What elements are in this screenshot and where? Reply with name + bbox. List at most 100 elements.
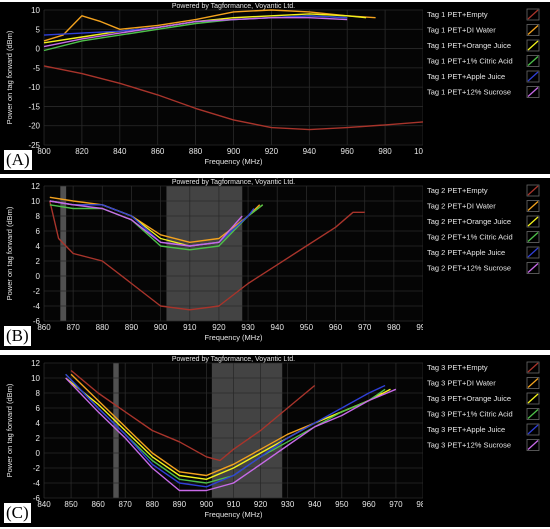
legend-label: Tag 3 PET+12% Sucrose (427, 441, 511, 450)
legend-label: Tag 3 PET+Orange Juice (427, 394, 511, 403)
y-tick-label: 2 (36, 257, 41, 266)
x-axis-label: Frequency (MHz) (205, 333, 263, 342)
chart-a: 80082084086088090092094096098010001050-5… (0, 2, 550, 174)
y-tick-label: 10 (31, 6, 40, 15)
legend-swatch-line (527, 40, 539, 51)
legend-label: Tag 2 PET+Apple Juice (427, 248, 505, 257)
x-axis-label: Frequency (MHz) (205, 157, 263, 166)
y-tick-label: 10 (31, 374, 40, 383)
x-tick-label: 900 (154, 323, 168, 332)
x-tick-label: 970 (389, 500, 403, 509)
chart-panel-b: 8608708808909009109209309409509609709809… (0, 178, 550, 350)
x-tick-label: 910 (183, 323, 197, 332)
x-tick-label: 930 (241, 323, 255, 332)
chart-c: 840 850 860 870 880 890 900 910 920 930 940 950 960 9… (0, 355, 550, 527)
panel-label-a: (A) (4, 150, 32, 170)
x-tick-label: 930 (281, 500, 295, 509)
chart-title: Powered by Tagformance, Voyantic Ltd. (172, 3, 295, 10)
x-tick-label: 860 (37, 323, 51, 332)
series-line (43, 16, 348, 48)
legend-label: Tag 2 PET+Orange Juice (427, 217, 511, 226)
y-axis-label: Power on tag forward (dBm) (5, 30, 14, 124)
y-tick-label: 8 (36, 212, 41, 221)
y-tick-label: -25 (28, 141, 40, 150)
y-tick-label: -2 (33, 464, 41, 473)
x-tick-label: 890 (173, 500, 187, 509)
x-tick-label: 920 (254, 500, 268, 509)
x-axis-label: Frequency (MHz) (205, 510, 263, 519)
chart-panel-a: 80082084086088090092094096098010001050-5… (0, 2, 550, 174)
y-tick-label: -6 (33, 317, 41, 326)
legend-label: Tag 3 PET+Apple Juice (427, 425, 505, 434)
chart-title: Powered by Tagformance, Voyantic Ltd. (172, 356, 295, 363)
legend-label: Tag 2 PET+1% Citric Acid (427, 233, 513, 242)
series-line (49, 200, 365, 311)
y-tick-label: 0 (36, 449, 41, 458)
x-tick-label: 860 (91, 500, 105, 509)
x-tick-label: 940 (308, 500, 322, 509)
x-tick-label: 850 (64, 500, 78, 509)
legend-label: Tag 1 PET+Orange Juice (427, 41, 511, 50)
x-tick-label: 860 (151, 147, 165, 156)
x-tick-label: 880 (189, 147, 203, 156)
series-line (65, 377, 397, 492)
legend-label: Tag 1 PET+Apple Juice (427, 72, 505, 81)
y-tick-label: 10 (31, 197, 40, 206)
legend-label: Tag 1 PET+Empty (427, 10, 488, 19)
x-tick-label: 870 (66, 323, 80, 332)
series-line (49, 204, 264, 251)
legend-label: Tag 3 PET+Empty (427, 363, 488, 372)
legend-swatch-line (527, 201, 539, 211)
y-axis-label: Power on tag forward (dBm) (5, 383, 14, 477)
y-tick-label: -4 (33, 302, 41, 311)
y-tick-label: 0 (36, 272, 41, 281)
y-tick-label: 12 (31, 182, 40, 191)
frequency-band (113, 363, 119, 498)
legend-label: Tag 2 PET+12% Sucrose (427, 264, 511, 273)
legend-label: Tag 3 PET+1% Citric Acid (427, 410, 513, 419)
y-tick-label: -6 (33, 494, 41, 503)
x-tick-label: 920 (265, 147, 279, 156)
frequency-band (166, 186, 243, 321)
y-tick-label: -10 (28, 83, 40, 92)
x-tick-label: 960 (362, 500, 376, 509)
x-tick-label: 800 (37, 147, 51, 156)
x-tick-label: 970 (358, 323, 372, 332)
frequency-band (211, 363, 283, 498)
x-tick-label: 880 (96, 323, 110, 332)
x-tick-label: 900 (200, 500, 214, 509)
frequency-band (60, 186, 67, 321)
x-tick-label: 960 (341, 147, 355, 156)
y-tick-label: 4 (36, 419, 41, 428)
x-tick-label: 940 (303, 147, 317, 156)
x-tick-label: 880 (146, 500, 160, 509)
y-tick-label: 6 (36, 227, 41, 236)
x-tick-label: 820 (75, 147, 89, 156)
chart-title: Powered by Tagformance, Voyantic Ltd. (172, 179, 295, 186)
legend-swatch-line (527, 216, 539, 227)
legend-label: Tag 1 PET+DI Water (427, 26, 496, 35)
legend-swatch-line (527, 393, 539, 404)
x-tick-label: 900 (227, 147, 241, 156)
legend-swatch-line (527, 247, 539, 258)
chart-b: 8608708808909009109209309409509609709809… (0, 178, 550, 350)
legend-label: Tag 2 PET+Empty (427, 186, 488, 195)
chart-panel-c: 840 850 860 870 880 890 900 910 920 930 940 950 960 9… (0, 355, 550, 527)
series-line (43, 9, 376, 42)
series-line (49, 200, 243, 247)
legend-label: Tag 1 PET+12% Sucrose (427, 88, 511, 97)
legend-swatch-line (527, 362, 539, 373)
legend-swatch-line (527, 263, 539, 273)
y-tick-label: 8 (36, 389, 41, 398)
x-tick-label: 870 (119, 500, 133, 509)
x-tick-label: 980 (378, 147, 392, 156)
legend-swatch-line (527, 440, 539, 450)
panel-label-b: (B) (4, 326, 31, 346)
legend-label: Tag 3 PET+DI Water (427, 379, 496, 388)
series-line (70, 369, 316, 462)
x-tick-label: 920 (212, 323, 226, 332)
legend-swatch-line (527, 232, 539, 242)
y-axis-label: Power on tag forward (dBm) (5, 206, 14, 300)
legend-swatch-line (527, 9, 539, 20)
y-tick-label: 5 (36, 25, 41, 34)
